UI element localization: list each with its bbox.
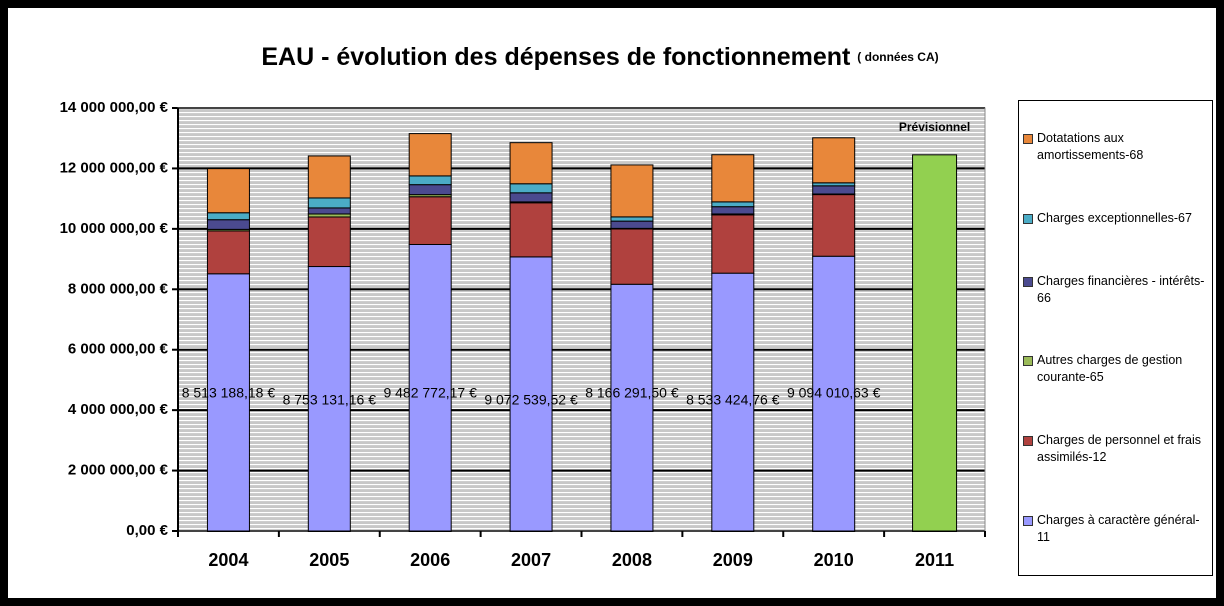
legend-swatch bbox=[1023, 516, 1033, 527]
plot-area bbox=[178, 108, 985, 531]
value-label: 9 072 539,52 € bbox=[484, 392, 578, 408]
value-label: 9 094 010,63 € bbox=[787, 385, 881, 401]
bar-segment bbox=[610, 220, 654, 229]
y-tick-label: 12 000 000,00 € bbox=[60, 159, 169, 176]
legend-label: Charges exceptionnelles-67 bbox=[1037, 210, 1192, 225]
value-label: 8 533 424,76 € bbox=[686, 392, 780, 408]
legend-swatch bbox=[1023, 436, 1033, 447]
bar-segment bbox=[307, 266, 351, 532]
bar-segment bbox=[509, 192, 553, 203]
y-tick-label: 4 000 000,00 € bbox=[68, 401, 169, 418]
legend-item: Charges à caractère général-11 bbox=[1023, 512, 1208, 546]
bar-segment bbox=[610, 228, 654, 285]
legend-item: Dotatations aux amortissements-68 bbox=[1023, 130, 1208, 164]
legend-item: Charges de personnel et frais assimilés-… bbox=[1023, 432, 1208, 466]
y-tick-label: 2 000 000,00 € bbox=[68, 462, 169, 479]
bar-segment bbox=[711, 154, 755, 203]
bar-segment bbox=[711, 206, 755, 215]
x-tick-label: 2005 bbox=[309, 550, 349, 570]
bar-segment bbox=[206, 219, 250, 230]
title: EAU - évolution des dépenses de fonction… bbox=[261, 43, 851, 71]
bar-segment bbox=[711, 201, 755, 208]
legend-label: Autres charges de gestion courante-65 bbox=[1037, 353, 1183, 385]
value-label: 8 166 291,50 € bbox=[585, 385, 679, 401]
bar-segment bbox=[812, 185, 856, 195]
legend-label: Dotatations aux amortissements-68 bbox=[1037, 130, 1144, 162]
value-label: 8 753 131,16 € bbox=[283, 392, 377, 408]
bar-segment bbox=[408, 175, 452, 186]
x-tick-label: 2008 bbox=[612, 550, 652, 570]
bar-segment bbox=[206, 230, 250, 275]
legend: Dotatations aux amortissements-68 Charges… bbox=[1018, 100, 1213, 576]
bar-segment bbox=[408, 196, 452, 245]
bar-segment bbox=[610, 164, 654, 218]
value-label: 9 482 772,17 € bbox=[383, 385, 477, 401]
x-tick-label: 2006 bbox=[410, 550, 450, 570]
bar-segment bbox=[711, 214, 755, 274]
forecast-bar bbox=[912, 154, 958, 532]
legend-swatch bbox=[1023, 213, 1033, 224]
x-tick-label: 2009 bbox=[713, 550, 753, 570]
legend-item: Charges financières - intérêts-66 bbox=[1023, 273, 1208, 307]
x-tick-label: 2004 bbox=[208, 550, 248, 570]
x-tick-label: 2007 bbox=[511, 550, 551, 570]
y-tick-label: 14 000 000,00 € bbox=[60, 99, 169, 116]
y-tick-label: 6 000 000,00 € bbox=[68, 341, 169, 358]
bar-segment bbox=[509, 142, 553, 185]
y-tick-label: 0,00 € bbox=[126, 522, 168, 539]
subtitle: ( données CA) bbox=[857, 50, 938, 64]
bar-segment bbox=[206, 168, 250, 214]
legend-label: Charges de personnel et frais assimilés-… bbox=[1037, 433, 1201, 465]
legend-swatch bbox=[1023, 356, 1033, 367]
x-tick-label: 2010 bbox=[814, 550, 854, 570]
bar-segment bbox=[307, 155, 351, 199]
legend-label: Charges financières - intérêts-66 bbox=[1037, 273, 1205, 305]
bar-segment bbox=[408, 184, 452, 196]
legend-item: Charges exceptionnelles-67 bbox=[1023, 210, 1208, 227]
bar-segment bbox=[509, 256, 553, 532]
forecast-label: Prévisionnel bbox=[899, 120, 970, 134]
bar-segment bbox=[206, 212, 250, 221]
bar-segment bbox=[307, 207, 351, 215]
legend-item: Autres charges de gestion courante-65 bbox=[1023, 352, 1208, 386]
bar-segment bbox=[509, 183, 553, 194]
legend-swatch bbox=[1023, 276, 1033, 287]
value-label: 8 513 188,18 € bbox=[182, 385, 276, 401]
bar-segment bbox=[812, 194, 856, 257]
y-tick-label: 10 000 000,00 € bbox=[60, 220, 169, 237]
bar-segment bbox=[408, 243, 452, 532]
bar-segment bbox=[206, 273, 250, 532]
legend-label: Charges à caractère général-11 bbox=[1037, 513, 1200, 545]
bar-segment bbox=[307, 216, 351, 268]
bar-segment bbox=[812, 137, 856, 184]
bar-segment bbox=[408, 133, 452, 177]
bar-segment bbox=[610, 216, 654, 222]
legend-swatch bbox=[1023, 133, 1033, 144]
chart-title: EAU - évolution des dépenses de fonction… bbox=[261, 43, 938, 71]
y-tick-label: 8 000 000,00 € bbox=[68, 280, 169, 297]
x-tick-label: 2011 bbox=[915, 550, 954, 570]
bar-segment bbox=[610, 283, 654, 532]
bar-segment bbox=[307, 197, 351, 209]
bar-segment bbox=[812, 255, 856, 532]
bar-segment bbox=[509, 202, 553, 258]
